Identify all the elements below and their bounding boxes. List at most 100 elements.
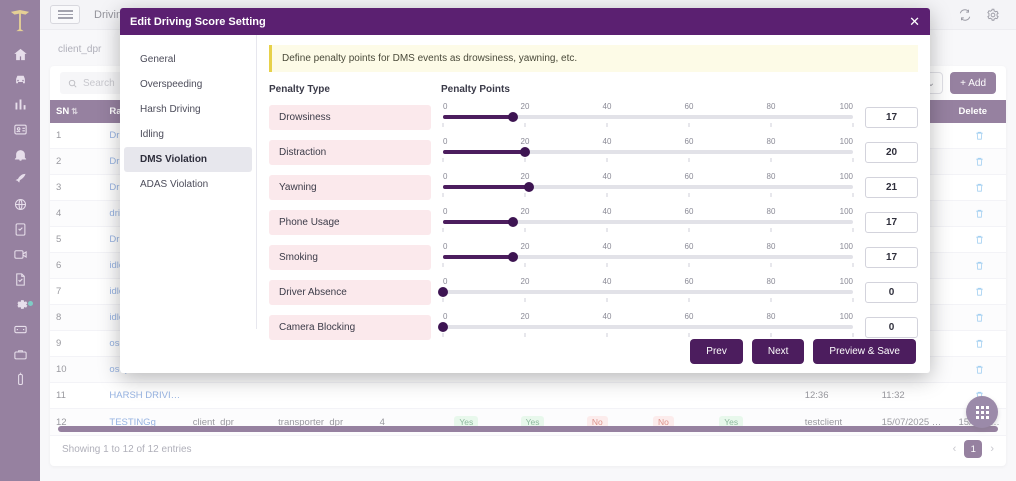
slider-tick-labels: 0 20 40 60 80 100 xyxy=(443,102,853,112)
cell-delete[interactable] xyxy=(952,174,1006,201)
penalty-row: Distraction 0 20 40 60 80 100 20 xyxy=(269,137,918,167)
slider-tick-label: 20 xyxy=(520,172,530,181)
slider-track[interactable] xyxy=(438,322,853,332)
penalty-value-input[interactable]: 17 xyxy=(865,106,918,128)
cell-delete[interactable] xyxy=(952,252,1006,279)
slider-track[interactable] xyxy=(438,287,853,297)
prev-button[interactable]: Prev xyxy=(690,338,743,364)
penalty-value-input[interactable]: 0 xyxy=(865,281,918,303)
rail-item-network[interactable] xyxy=(0,192,40,217)
slider-track[interactable] xyxy=(443,252,853,262)
trash-icon[interactable] xyxy=(959,208,1000,219)
slider-track[interactable] xyxy=(443,112,853,122)
add-button[interactable]: + Add xyxy=(950,72,996,94)
trash-icon[interactable] xyxy=(959,312,1000,323)
penalty-value-input[interactable]: 0 xyxy=(865,316,918,338)
rail-item-settings[interactable] xyxy=(0,292,40,317)
close-icon[interactable]: ✕ xyxy=(909,14,920,29)
trash-icon[interactable] xyxy=(959,182,1000,193)
penalty-value-input[interactable]: 17 xyxy=(865,211,918,233)
rail-item-trips[interactable] xyxy=(0,167,40,192)
next-button[interactable]: Next xyxy=(751,338,805,364)
col-sn-label: SN xyxy=(56,106,70,117)
slider-thumb[interactable] xyxy=(520,147,530,157)
penalty-slider[interactable]: 0 20 40 60 80 100 xyxy=(442,102,854,132)
trash-icon[interactable] xyxy=(959,156,1000,167)
slider-fill xyxy=(443,150,525,154)
trash-icon[interactable] xyxy=(959,260,1000,271)
gear-icon[interactable] xyxy=(986,8,1000,22)
trash-icon[interactable] xyxy=(959,286,1000,297)
cell-delete[interactable] xyxy=(952,278,1006,305)
penalty-value-input[interactable]: 17 xyxy=(865,246,918,268)
penalty-slider[interactable]: 0 20 40 60 80 100 xyxy=(442,207,854,237)
rail-item-documents[interactable] xyxy=(0,267,40,292)
trash-icon[interactable] xyxy=(959,130,1000,141)
penalty-slider[interactable]: 0 20 40 60 80 100 xyxy=(438,312,854,342)
penalty-slider[interactable]: 0 20 40 60 80 100 xyxy=(442,242,854,272)
sidebar-item-dms-violation[interactable]: DMS Violation xyxy=(124,147,252,172)
penalty-row: Drowsiness 0 20 40 60 80 100 17 xyxy=(269,102,918,132)
cell-delete[interactable] xyxy=(952,304,1006,331)
rail-item-vehicles[interactable] xyxy=(0,67,40,92)
cell-name[interactable]: HARSH DRIVING TEST xyxy=(103,382,187,409)
sidebar-item-general[interactable]: General xyxy=(140,54,176,65)
slider-track[interactable] xyxy=(443,182,853,192)
rail-item-home[interactable] xyxy=(0,42,40,67)
slider-track[interactable] xyxy=(443,217,853,227)
rail-item-tasks[interactable] xyxy=(0,217,40,242)
slider-tick xyxy=(688,193,690,197)
slider-tick-label: 80 xyxy=(766,207,776,216)
pagination: ‹ 1 › xyxy=(953,440,994,458)
cell-delete[interactable] xyxy=(952,356,1006,383)
page-number-button[interactable]: 1 xyxy=(964,440,983,458)
sidebar-item-adas-violation[interactable]: ADAS Violation xyxy=(140,179,209,190)
penalty-slider[interactable]: 0 20 40 60 80 100 xyxy=(442,172,854,202)
cell-delete[interactable] xyxy=(952,200,1006,227)
slider-tick-labels: 0 20 40 60 80 100 xyxy=(443,242,853,252)
penalty-slider[interactable]: 0 20 40 60 80 100 xyxy=(442,137,854,167)
slider-thumb[interactable] xyxy=(507,252,518,262)
slider-tick xyxy=(606,263,608,267)
menu-toggle-button[interactable] xyxy=(50,5,80,24)
cell-delete[interactable] xyxy=(952,330,1006,357)
col-sn[interactable]: SN ⇅ xyxy=(50,100,104,123)
rail-item-battery[interactable] xyxy=(0,367,40,392)
preview-save-button[interactable]: Preview & Save xyxy=(813,338,916,364)
slider-tick xyxy=(852,158,854,162)
rail-item-fleet[interactable] xyxy=(0,342,40,367)
slider-thumb[interactable] xyxy=(507,217,518,227)
next-page-button[interactable]: › xyxy=(990,443,994,455)
slider-track[interactable] xyxy=(443,147,853,157)
slider-thumb[interactable] xyxy=(438,322,448,332)
trash-icon[interactable] xyxy=(959,234,1000,245)
rail-item-cards[interactable] xyxy=(0,317,40,342)
cell-delete[interactable] xyxy=(952,123,1006,149)
slider-thumb[interactable] xyxy=(524,182,535,192)
penalty-value-input[interactable]: 21 xyxy=(865,176,918,198)
prev-page-button[interactable]: ‹ xyxy=(952,443,957,455)
sidebar-item-harsh-driving[interactable]: Harsh Driving xyxy=(140,104,201,115)
horizontal-scrollbar[interactable] xyxy=(58,426,998,432)
apps-grid-button[interactable] xyxy=(966,396,998,428)
slider-tick-label: 0 xyxy=(443,242,448,251)
sidebar-item-idling[interactable]: Idling xyxy=(140,129,164,140)
penalty-slider[interactable]: 0 20 40 60 80 100 xyxy=(438,277,854,307)
penalty-value-input[interactable]: 20 xyxy=(865,141,918,163)
rail-item-drivers[interactable] xyxy=(0,117,40,142)
cell-sn: 4 xyxy=(50,200,104,227)
refresh-icon[interactable] xyxy=(958,8,972,22)
rail-item-reports[interactable] xyxy=(0,92,40,117)
sidebar-item-overspeeding[interactable]: Overspeeding xyxy=(140,79,203,90)
penalty-type-label: Yawning xyxy=(269,174,431,200)
trash-icon[interactable] xyxy=(959,338,1000,349)
slider-tick xyxy=(852,333,854,337)
cell-delete[interactable] xyxy=(952,148,1006,175)
table-row[interactable]: 11 HARSH DRIVING TEST 12:36 11:32 xyxy=(50,382,1006,409)
trash-icon[interactable] xyxy=(959,364,1000,375)
slider-thumb[interactable] xyxy=(507,112,518,122)
rail-item-video[interactable] xyxy=(0,242,40,267)
rail-item-alerts[interactable] xyxy=(0,142,40,167)
cell-delete[interactable] xyxy=(952,226,1006,253)
slider-thumb[interactable] xyxy=(438,287,448,297)
